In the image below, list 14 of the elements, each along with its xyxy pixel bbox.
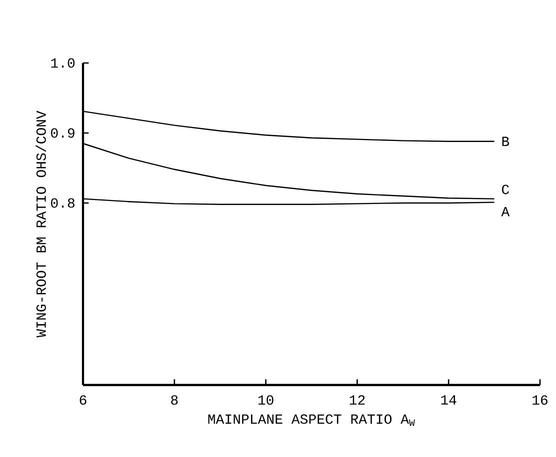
series-label: C — [502, 184, 510, 194]
x-tick-label: 8 — [171, 395, 178, 405]
y-tick-label: 0.9 — [51, 128, 74, 138]
y-tick-label: 0.8 — [51, 198, 74, 208]
x-tick-label: 10 — [258, 395, 274, 405]
x-tick-label: 6 — [80, 395, 86, 405]
y-axis-title: WING-ROOT BM RATIO OHS/CONV — [36, 110, 46, 338]
series-label: B — [502, 136, 510, 146]
x-tick-label: 14 — [441, 395, 456, 404]
x-tick-label: 12 — [350, 395, 365, 405]
series-label: A — [501, 207, 510, 216]
y-tick-label: 1.0 — [51, 58, 75, 68]
x-tick-label: 16 — [532, 395, 548, 405]
x-axis-title: MAINPLANE ASPECT RATIO A$_{W}$ — [208, 414, 415, 426]
